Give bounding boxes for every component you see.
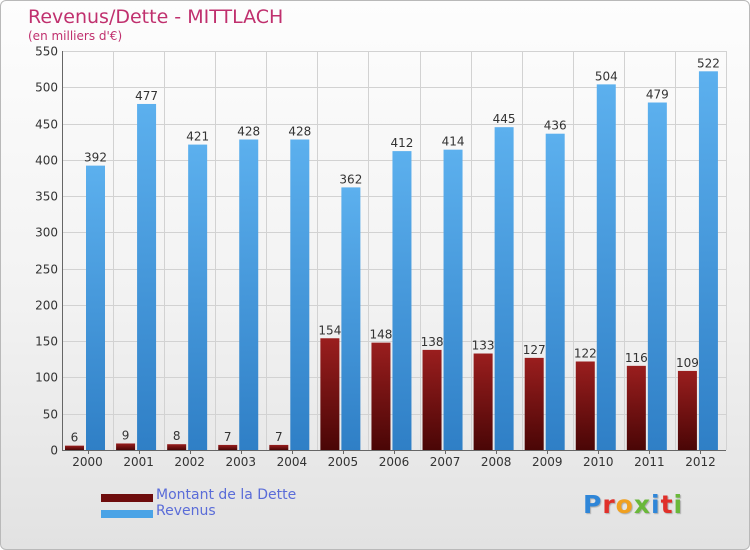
- revenus-bar: [698, 71, 718, 450]
- dette-bar: [167, 444, 187, 450]
- revenus-data-label: 445: [493, 112, 516, 126]
- dette-data-label: 138: [421, 335, 444, 349]
- x-tick-label: 2002: [174, 455, 205, 469]
- dette-data-label: 148: [370, 328, 393, 342]
- proxiti-logo: Proxiti: [583, 490, 684, 519]
- revenus-data-label: 421: [186, 130, 209, 144]
- revenus-bar: [290, 139, 310, 451]
- dette-data-label: 154: [318, 323, 341, 337]
- x-tick-label: 2011: [634, 455, 665, 469]
- dette-bar: [269, 444, 289, 450]
- x-tick-label: 2007: [430, 455, 461, 469]
- y-tick-label: 100: [35, 371, 58, 385]
- revenus-data-label: 392: [84, 151, 107, 165]
- dette-bar: [218, 444, 238, 450]
- revenus-bar: [188, 144, 208, 451]
- dette-bar: [320, 338, 340, 450]
- revenus-data-label: 428: [237, 125, 260, 139]
- x-tick-label: 2004: [277, 455, 308, 469]
- revenus-data-label: 362: [339, 172, 362, 186]
- dette-data-label: 116: [625, 351, 648, 365]
- y-tick-label: 400: [35, 154, 58, 168]
- dette-data-label: 122: [574, 346, 597, 360]
- legend-swatch-dette: [101, 494, 153, 502]
- dette-data-label: 109: [676, 356, 699, 370]
- y-tick-label: 0: [50, 444, 58, 458]
- revenus-bar: [392, 151, 412, 450]
- legend-label-revenus: Revenus: [156, 503, 216, 519]
- dette-bar: [371, 342, 391, 450]
- x-tick-label: 2010: [583, 455, 614, 469]
- x-tick-label: 2012: [685, 455, 716, 469]
- y-tick-label: 450: [35, 118, 58, 132]
- x-tick-label: 2003: [225, 455, 256, 469]
- dette-data-label: 127: [523, 343, 546, 357]
- x-tick-label: 2005: [328, 455, 359, 469]
- revenus-data-label: 504: [595, 69, 618, 83]
- chart-subtitle: (en milliers d'€): [28, 29, 123, 43]
- revenus-data-label: 477: [135, 89, 158, 103]
- dette-bar: [677, 370, 697, 450]
- dette-data-label: 6: [71, 431, 79, 445]
- revenus-bar: [86, 165, 105, 450]
- revenus-bar: [545, 133, 565, 450]
- revenus-data-label: 412: [391, 136, 414, 150]
- dette-data-label: 9: [122, 428, 130, 442]
- y-tick-label: 50: [43, 408, 58, 422]
- revenus-bar: [341, 187, 361, 451]
- x-tick-label: 2009: [532, 455, 563, 469]
- revenus-data-label: 522: [697, 56, 720, 70]
- revenus-data-label: 479: [646, 88, 669, 102]
- dette-bar: [575, 361, 595, 450]
- dette-bar: [524, 357, 544, 450]
- revenus-bar: [596, 84, 616, 450]
- x-tick-label: 2001: [123, 455, 154, 469]
- revenus-bar: [137, 103, 157, 450]
- y-tick-label: 250: [35, 263, 58, 277]
- dette-bar: [473, 353, 493, 450]
- dette-data-label: 8: [173, 429, 181, 443]
- revenus-bar: [494, 127, 514, 450]
- dette-bar: [65, 445, 84, 450]
- chart-title: Revenus/Dette - MITTLACH: [28, 6, 284, 28]
- y-tick-label: 500: [35, 81, 58, 95]
- y-tick-label: 200: [35, 299, 58, 313]
- x-tick-label: 2000: [72, 455, 103, 469]
- revenus-data-label: 436: [544, 119, 567, 133]
- revenus-data-label: 414: [442, 135, 465, 149]
- dette-bar: [626, 365, 646, 450]
- dette-bar: [422, 349, 442, 450]
- revenus-bar: [239, 139, 259, 451]
- legend-label-dette: Montant de la Dette: [156, 487, 297, 503]
- revenus-bar: [443, 149, 463, 451]
- dette-data-label: 7: [275, 430, 283, 444]
- y-tick-label: 350: [35, 190, 58, 204]
- dette-bar: [116, 443, 136, 450]
- x-tick-label: 2006: [379, 455, 410, 469]
- dette-data-label: 133: [472, 339, 495, 353]
- y-tick-label: 150: [35, 335, 58, 349]
- revenus-data-label: 428: [288, 125, 311, 139]
- dette-data-label: 7: [224, 430, 232, 444]
- revenus-bar: [647, 102, 667, 451]
- x-tick-label: 2008: [481, 455, 512, 469]
- y-tick-label: 300: [35, 226, 58, 240]
- legend-swatch-revenus: [101, 510, 153, 518]
- y-tick-label: 550: [35, 45, 58, 59]
